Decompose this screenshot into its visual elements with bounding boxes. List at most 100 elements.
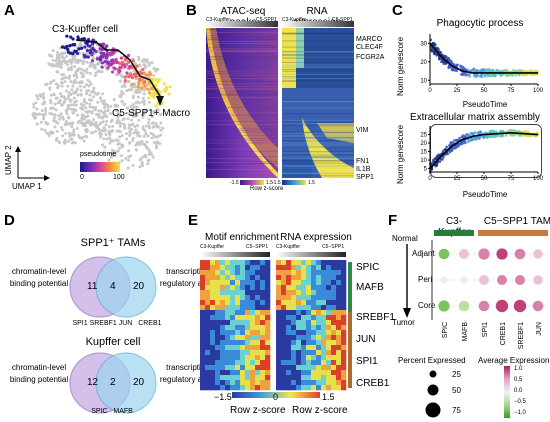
dotplot-gene-label: SREBF1 [518, 322, 525, 350]
rna-expression-heatmap [276, 260, 347, 391]
y-tick-label: 10 [420, 158, 427, 164]
e-gene-label: MAFB [356, 282, 384, 293]
trajectory-arrowhead [156, 96, 164, 106]
y-tick-label: 20 [420, 60, 427, 66]
avg-colorbar [504, 366, 510, 418]
umap-cells [31, 34, 172, 170]
panel-f-label: F [388, 212, 398, 229]
venn1-right-count: 20 [133, 281, 145, 292]
dot [533, 249, 543, 259]
legend-max: 100 [113, 174, 125, 181]
panel-b-label: B [186, 2, 197, 19]
e-left-start: C3-Kupffer [200, 244, 225, 250]
y-tick-label: 25 [420, 133, 427, 139]
atac-end-label: C5-SPP1 [256, 17, 277, 23]
umap2-label: UMAP 2 [4, 145, 13, 175]
normal-label: Normal [392, 234, 418, 243]
normal-to-tumor-arrow [403, 244, 411, 318]
rna-end-label: C5-SPP1 [332, 17, 353, 23]
e-gene-label: SPIC [356, 262, 380, 273]
umap1-label: UMAP 1 [12, 182, 42, 191]
dot [479, 275, 489, 285]
dotplot-gene-label: SPIC [442, 322, 449, 339]
venn1-genes: SPI1 SREBF1 JUN CREB1 [72, 320, 162, 327]
x-tick-label: 50 [481, 88, 488, 94]
umap-plot [15, 34, 172, 181]
avg-ticks: 1.0 0.5 0.0 −0.5 −1.0 [514, 366, 526, 416]
x-tick-label: 100 [533, 176, 544, 182]
rna-scale-max: 1.5 [308, 180, 315, 186]
dot [478, 248, 490, 260]
group2-title: C5−SPP1 TAMs [483, 216, 550, 227]
motif-title: Motif enrichment [205, 232, 279, 243]
e-right-end: C5−SPP1 [322, 244, 345, 250]
venn1-mid-count: 4 [110, 281, 116, 292]
e-scale-mid: 0 [273, 392, 279, 402]
gene-list-top: MARCO CLEC4F [356, 36, 383, 51]
e-gene-label: JUN [356, 334, 376, 345]
x-tick-label: 100 [533, 88, 544, 94]
group2-bar [478, 230, 548, 236]
ecm-title: Extracellular matrix assembly [409, 112, 541, 123]
panel-d-label: D [4, 212, 15, 229]
dot [495, 299, 509, 313]
dot [440, 276, 448, 284]
venn1-title: SPP1⁺ TAMs [80, 237, 146, 249]
venn-spp1 [69, 256, 157, 318]
pct-dot-75 [425, 402, 441, 418]
trajectory-arrow [75, 39, 161, 97]
y-tick-label: 20 [420, 141, 427, 147]
pseudotime-colorbar [80, 162, 120, 172]
dot [533, 275, 543, 285]
atac-scale-max: 1.5 [266, 180, 273, 186]
dot [478, 300, 490, 312]
dotplot-row-label: Peri [418, 275, 433, 284]
e-scale-min: −1.5 [214, 392, 232, 402]
dotplot-row-label: Core [418, 301, 436, 310]
rna-expression-title: RNA expression [280, 232, 352, 243]
venn2-genes: SPIC MAFB [91, 408, 133, 415]
e-colorbar [232, 392, 320, 398]
gene-fcgr2a: FCGR2A [356, 54, 385, 61]
y-tick-label: 5 [424, 167, 428, 173]
x-tick-label: 0 [428, 88, 432, 94]
x-tick-label: 75 [508, 176, 515, 182]
e-left-pseudotime-bar [200, 252, 270, 257]
phagocytic-scatter: 0 25 50 75 100 30 20 10 [420, 34, 544, 94]
pct-75: 75 [452, 406, 461, 415]
plot2-xlabel: PseudoTime [462, 190, 508, 199]
dot [460, 276, 468, 284]
e-gene-label: SREBF1 [356, 312, 395, 323]
rna-scale-min: -1.5 [272, 180, 281, 186]
dot [458, 300, 470, 312]
gene-vim: VIM [356, 127, 369, 134]
atac-heatmap [206, 28, 278, 178]
venn2-left-label: chromatin-level binding potential [9, 363, 69, 384]
e-gene-label: SPI1 [356, 356, 378, 367]
venn2-right-count: 20 [133, 377, 145, 388]
dotplot-gene-label: SPI1 [482, 322, 489, 338]
pseudotime-legend-title: pseudotime [80, 151, 117, 158]
pct-legend [425, 370, 441, 418]
panel-a-label: A [4, 2, 15, 19]
pct-25: 25 [452, 370, 461, 379]
venn1-left-count: 11 [87, 281, 98, 292]
rna-heatmap [282, 28, 354, 178]
pct-dot-50 [427, 384, 439, 396]
dot [438, 300, 450, 312]
dot [496, 248, 508, 260]
dot [438, 248, 450, 260]
pct-title: Percent Expressed [398, 356, 466, 365]
dot [497, 275, 507, 285]
motif-heatmap [200, 260, 271, 391]
e-right-pseudotime-bar [276, 252, 346, 257]
dotplot [431, 240, 548, 320]
dot [514, 248, 526, 260]
b-scale-title: Row z-score [250, 186, 284, 192]
x-tick-label: 75 [508, 88, 515, 94]
pct-50: 50 [452, 386, 461, 395]
panel-c-label: C [392, 2, 403, 19]
x-tick-label: 0 [428, 176, 432, 182]
start-cell-label: C3-Kupffer cell [52, 24, 118, 35]
atac-pseudotime-bar [206, 21, 278, 27]
